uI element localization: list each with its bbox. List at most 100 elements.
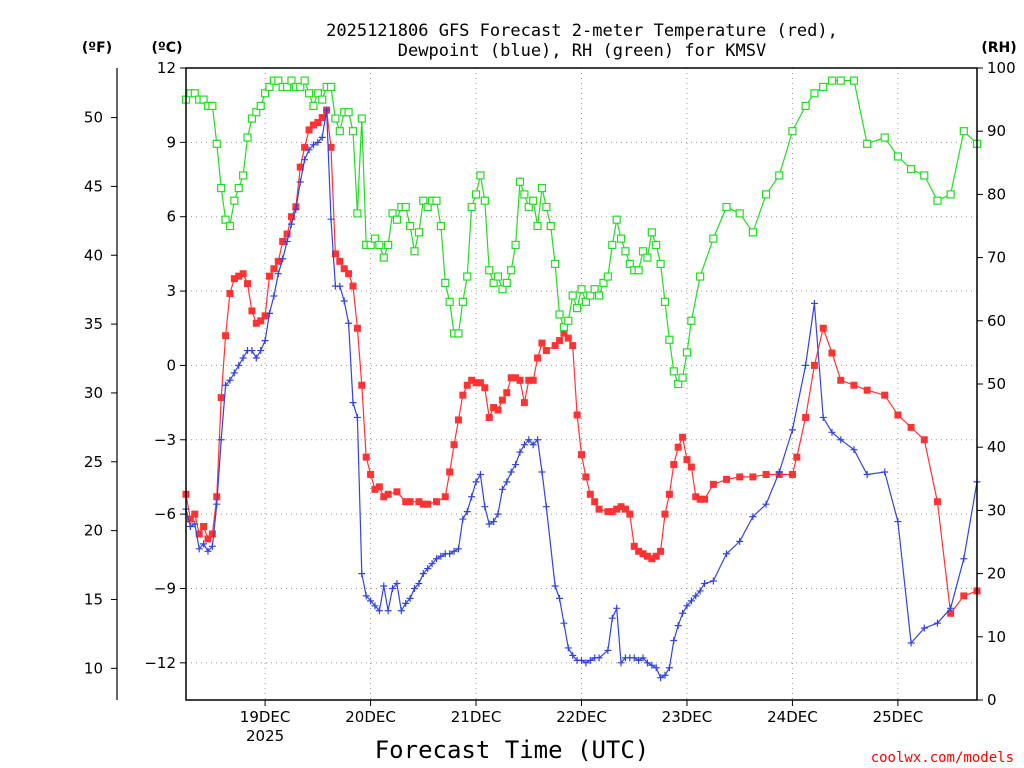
temperature-point xyxy=(340,265,348,273)
rh-point xyxy=(656,259,665,269)
temperature-point xyxy=(586,490,594,498)
rh-tick-label: 70 xyxy=(987,249,1006,267)
dewpoint-point xyxy=(186,523,194,531)
rh-point xyxy=(274,76,283,85)
temperature-point xyxy=(222,332,230,340)
temperature-point xyxy=(287,213,295,221)
temperature-point xyxy=(538,339,546,347)
dewpoint-point xyxy=(643,659,651,667)
dewpoint-point xyxy=(208,542,216,550)
rh-point xyxy=(551,259,560,269)
rh-point xyxy=(379,253,388,262)
rh-point xyxy=(326,82,336,92)
temperature-point xyxy=(802,413,810,421)
rh-point xyxy=(348,127,358,136)
temperature-point xyxy=(643,552,651,560)
temperature-point xyxy=(235,272,243,280)
dewpoint-point xyxy=(657,674,665,682)
temperature-point xyxy=(793,453,801,461)
dewpoint-point xyxy=(670,637,678,645)
dewpoint-point xyxy=(639,654,647,662)
temperature-point xyxy=(525,376,533,384)
temperature-point xyxy=(534,354,542,362)
rh-point xyxy=(542,202,551,212)
rh-point xyxy=(287,76,296,85)
dewpoint-point xyxy=(472,478,480,486)
temperature-point xyxy=(613,505,621,513)
dewpoint-point xyxy=(683,602,691,610)
rh-point xyxy=(239,171,248,180)
rh-tick-label: 100 xyxy=(987,59,1016,77)
x-tick-label: 24DEC xyxy=(767,708,818,726)
temperature-point xyxy=(819,324,827,332)
rh-point xyxy=(476,171,485,180)
dewpoint-point xyxy=(736,537,744,545)
data-series xyxy=(181,76,982,682)
temperature-point xyxy=(837,376,845,384)
rh-point xyxy=(849,76,859,85)
fahrenheit-tick-label: 35 xyxy=(84,315,103,333)
dewpoint-point xyxy=(463,508,471,516)
dewpoint-point xyxy=(723,550,731,558)
dewpoint-point xyxy=(296,178,304,186)
temperature-point xyxy=(274,257,282,265)
rh-point xyxy=(546,221,555,231)
dewpoint-point xyxy=(283,237,291,245)
fahrenheit-tick-label: 25 xyxy=(84,453,103,471)
fahrenheit-tick-label: 30 xyxy=(84,384,103,402)
rh-point xyxy=(370,234,380,243)
fahrenheit-tick-label: 50 xyxy=(84,109,103,127)
dewpoint-point xyxy=(802,361,810,369)
dewpoint-point xyxy=(556,594,564,602)
temperature-point xyxy=(608,508,616,516)
rh-point xyxy=(735,209,744,218)
rh-point xyxy=(863,139,872,148)
chart-title-line1: 2025121806 GFS Forecast 2-meter Temperat… xyxy=(326,21,838,41)
temperature-point xyxy=(894,411,902,419)
rh-point xyxy=(520,190,529,199)
rh-point xyxy=(190,89,199,98)
dewpoint-point xyxy=(687,597,695,605)
dewpoint-point xyxy=(749,513,757,521)
dewpoint-point xyxy=(380,582,388,590)
rh-point xyxy=(669,367,678,376)
dewpoint-point xyxy=(586,656,594,664)
rh-point xyxy=(384,240,393,250)
dewpoint-point xyxy=(406,594,414,602)
x-tick-label: 20DEC xyxy=(345,708,396,726)
temperature-point xyxy=(490,404,498,412)
temperature-point xyxy=(419,500,427,508)
rh-point xyxy=(441,278,450,287)
temperature-point xyxy=(788,470,796,478)
fahrenheit-tick-label: 20 xyxy=(84,522,103,540)
temperature-point xyxy=(542,347,550,355)
temperature-point xyxy=(393,488,401,496)
dewpoint-point xyxy=(362,592,370,600)
dewpoint-point xyxy=(494,510,502,518)
temperature-point xyxy=(639,550,647,558)
rh-point xyxy=(722,202,731,212)
rh-point xyxy=(568,291,577,300)
rh-point xyxy=(423,202,432,212)
rh-point xyxy=(388,209,397,218)
credit-link[interactable]: coolwx.com/models xyxy=(871,750,1014,766)
rh-point xyxy=(471,190,481,199)
temperature-point xyxy=(314,119,322,127)
temperature-point xyxy=(863,386,871,394)
rh-point xyxy=(920,171,929,180)
temperature-point xyxy=(591,498,599,506)
dewpoint-point xyxy=(578,656,585,664)
temperature-point xyxy=(476,379,484,387)
temperature-point xyxy=(296,163,304,171)
rh-point xyxy=(647,228,656,237)
dewpoint-point xyxy=(679,609,687,617)
celsius-tick-label: 3 xyxy=(166,282,176,300)
celsius-tick-label: −9 xyxy=(154,579,176,597)
dewpoint-point xyxy=(564,644,572,652)
temperature-point xyxy=(907,423,915,431)
dewpoint-point xyxy=(476,470,484,478)
dewpoint-point xyxy=(248,347,256,355)
temperature-point xyxy=(564,334,572,342)
rh-point xyxy=(480,196,489,205)
